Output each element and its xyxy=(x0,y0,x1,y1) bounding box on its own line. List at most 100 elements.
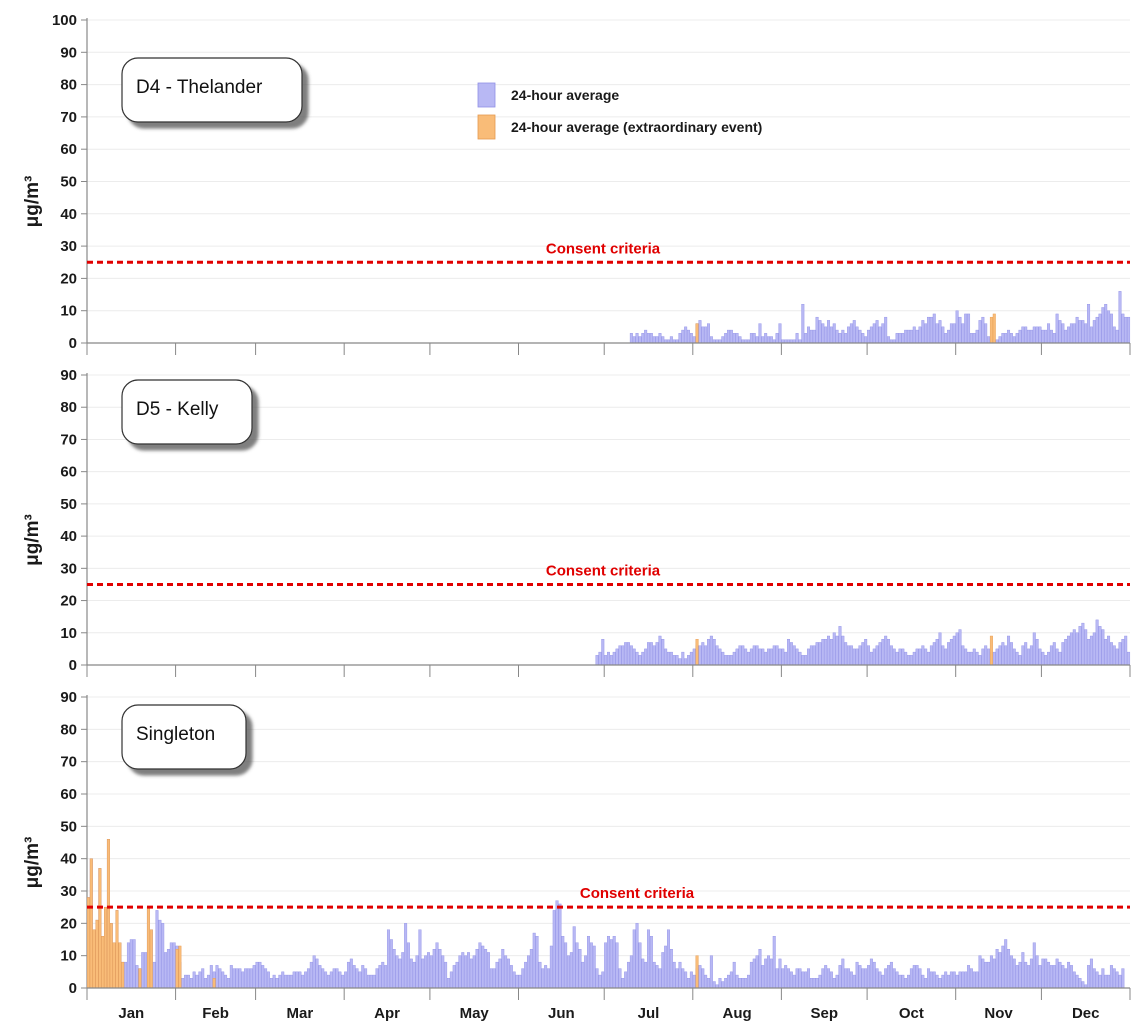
bar xyxy=(758,949,762,989)
bar xyxy=(1009,955,1013,989)
y-tick-label: 50 xyxy=(60,174,77,191)
bar xyxy=(1041,329,1045,344)
bar xyxy=(629,645,633,666)
month-label: Apr xyxy=(374,1005,400,1022)
bar xyxy=(732,333,736,344)
bar xyxy=(801,971,805,989)
bar xyxy=(932,313,936,344)
bar xyxy=(1027,965,1031,989)
bar-extraordinary xyxy=(89,858,93,989)
bar xyxy=(952,635,956,666)
bar xyxy=(638,942,642,989)
bar-extraordinary xyxy=(95,919,99,989)
bar xyxy=(1087,639,1091,666)
bar xyxy=(861,642,865,666)
bar xyxy=(872,961,876,989)
bar xyxy=(1038,965,1042,989)
bar xyxy=(1012,336,1016,344)
bar xyxy=(1021,326,1025,344)
bar xyxy=(341,974,345,989)
bar xyxy=(309,961,313,989)
bar xyxy=(1029,645,1033,666)
bar xyxy=(698,320,702,344)
bar xyxy=(732,651,736,666)
bar xyxy=(1115,971,1119,989)
bar xyxy=(981,316,985,344)
bar xyxy=(672,655,676,666)
bar xyxy=(924,323,928,344)
bar xyxy=(664,648,668,666)
bar xyxy=(567,955,570,989)
bar xyxy=(712,639,716,666)
bar xyxy=(1038,648,1042,666)
bar-extraordinary xyxy=(149,929,153,989)
bar xyxy=(124,961,128,989)
bar xyxy=(984,323,988,344)
bar xyxy=(855,648,859,666)
bar xyxy=(987,648,991,666)
bar xyxy=(795,648,799,666)
bar xyxy=(1067,961,1071,989)
bar xyxy=(998,952,1002,989)
bar xyxy=(692,974,696,989)
bar xyxy=(787,968,791,989)
bar xyxy=(729,655,733,666)
bar xyxy=(524,961,528,989)
bar xyxy=(398,958,402,989)
bar xyxy=(1081,622,1085,666)
bar xyxy=(655,642,659,666)
bar xyxy=(1024,326,1028,344)
bar xyxy=(967,965,971,989)
bar xyxy=(1061,642,1065,666)
bar xyxy=(778,648,782,666)
bar xyxy=(129,939,133,989)
bar xyxy=(841,329,845,344)
bar xyxy=(1109,642,1113,666)
bar xyxy=(921,320,925,344)
y-tick-label: 70 xyxy=(60,431,77,448)
bar xyxy=(649,936,653,989)
bar xyxy=(375,968,379,989)
bar xyxy=(1018,961,1022,989)
bar xyxy=(312,955,316,989)
bar xyxy=(1009,642,1013,666)
bar xyxy=(898,333,902,344)
bar xyxy=(249,968,253,989)
bar xyxy=(852,648,856,666)
bar xyxy=(752,333,756,344)
bar xyxy=(892,968,896,989)
bar xyxy=(912,651,916,666)
y-tick-label: 100 xyxy=(52,12,77,29)
bar xyxy=(252,965,256,989)
bar xyxy=(195,974,199,989)
bar xyxy=(349,958,353,989)
bar xyxy=(978,655,982,666)
bar xyxy=(995,949,999,989)
bar xyxy=(164,952,168,989)
bar xyxy=(784,965,788,989)
bar xyxy=(444,961,448,989)
bar xyxy=(678,333,682,344)
bar xyxy=(1064,639,1068,666)
bar xyxy=(849,645,853,666)
bar-extraordinary xyxy=(112,942,116,989)
bar xyxy=(941,974,945,989)
bar xyxy=(807,648,811,666)
bar xyxy=(1064,329,1068,344)
bar xyxy=(907,329,911,344)
bar xyxy=(215,965,219,989)
bar xyxy=(735,333,739,344)
bar xyxy=(627,961,630,989)
bar xyxy=(938,632,942,666)
bar xyxy=(972,333,976,344)
bar xyxy=(884,316,888,344)
bar xyxy=(752,645,756,666)
bar xyxy=(778,323,782,344)
bar xyxy=(858,329,862,344)
month-label: Dec xyxy=(1072,1005,1100,1022)
station-label-box: D5 - Kelly xyxy=(121,379,253,445)
bar xyxy=(518,974,522,989)
bar xyxy=(1098,313,1102,344)
bar xyxy=(961,323,965,344)
bar xyxy=(535,936,539,989)
